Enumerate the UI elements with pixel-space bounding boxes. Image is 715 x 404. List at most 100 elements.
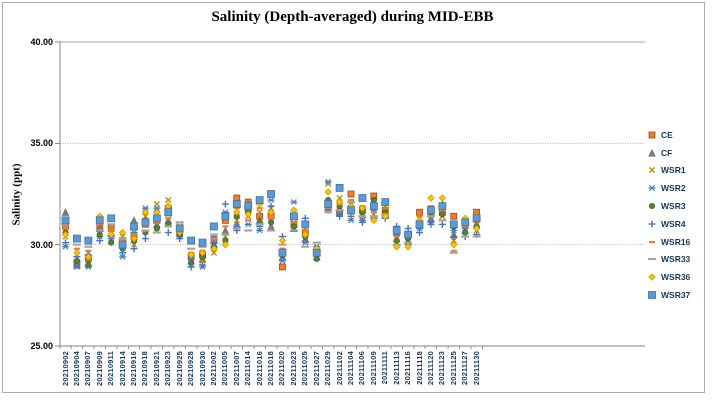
data-marker: [358, 194, 367, 202]
data-marker: [370, 211, 377, 214]
chart-title: Salinity (Depth-averaged) during MID-EBB: [211, 9, 494, 25]
data-marker: [221, 240, 230, 249]
data-marker: [648, 131, 656, 139]
data-marker: [393, 243, 401, 251]
data-marker: [256, 209, 263, 216]
data-marker: [142, 225, 149, 228]
data-marker: [267, 190, 275, 198]
data-marker: [369, 202, 378, 211]
data-marker: [370, 216, 378, 225]
x-tick-label: 20210914: [117, 351, 127, 386]
data-marker: [290, 221, 297, 224]
data-marker: [427, 206, 435, 215]
data-marker: [244, 229, 253, 232]
data-marker: [210, 222, 218, 231]
data-marker: [648, 258, 656, 261]
data-marker: [404, 243, 412, 251]
data-marker: [348, 198, 354, 202]
x-tick-label: 20210907: [83, 351, 93, 386]
legend-item-WSR33: WSR33: [646, 251, 712, 269]
data-marker: [142, 213, 149, 220]
legend-item-WSR36: WSR36: [646, 268, 712, 286]
data-marker: [85, 249, 92, 252]
x-tick-label: 20211027: [311, 351, 321, 386]
data-marker: [439, 209, 446, 212]
data-marker: [164, 208, 173, 217]
data-marker: [648, 291, 656, 299]
data-marker: [198, 249, 207, 257]
data-marker: [210, 249, 218, 256]
data-marker: [393, 237, 400, 244]
x-tick-label: 20211014: [243, 351, 253, 386]
data-marker: [233, 207, 240, 210]
data-marker: [256, 207, 263, 210]
data-marker: [325, 207, 332, 210]
legend: CE CF WSR1 WSR2 WSR3 WSR4 WSR16 WSR33 WSR36 WSR37: [646, 126, 712, 304]
dash-marker-icon: [649, 240, 655, 243]
data-marker: [347, 201, 355, 204]
data-marker: [73, 247, 80, 250]
square-marker-icon: [648, 131, 656, 139]
data-marker: [370, 197, 377, 204]
x-tick-label: 20211007: [231, 351, 241, 386]
data-marker: [164, 225, 173, 228]
x-tick-label: 20210909: [94, 351, 104, 386]
data-marker: [369, 215, 378, 218]
diamond-marker-icon: [648, 273, 656, 281]
data-marker: [416, 215, 423, 218]
data-marker: [302, 229, 309, 232]
data-marker: [324, 211, 333, 214]
data-marker: [301, 220, 310, 229]
legend-label: WSR3: [661, 201, 686, 212]
data-marker: [439, 211, 446, 218]
legend-item-CF: CF: [646, 144, 712, 162]
data-marker: [450, 237, 457, 244]
x-tick-label: 20211123: [437, 351, 447, 386]
data-marker: [95, 229, 104, 232]
data-marker: [233, 208, 241, 216]
data-marker: [438, 219, 447, 222]
data-marker: [198, 245, 207, 248]
data-marker: [118, 228, 127, 237]
data-marker: [84, 236, 93, 245]
legend-item-WSR37: WSR37: [646, 286, 712, 304]
data-marker: [96, 231, 103, 238]
data-marker: [210, 237, 217, 240]
legend-label: WSR36: [661, 272, 691, 283]
data-marker: [301, 230, 309, 239]
figure-border: [2, 2, 705, 393]
data-marker: [279, 263, 286, 271]
x-tick-label: 20211002: [208, 351, 218, 386]
data-marker: [289, 212, 298, 221]
x-tick-label: 20211120: [425, 351, 435, 386]
data-marker: [347, 190, 355, 198]
legend-label: CF: [661, 147, 673, 158]
data-marker: [301, 245, 310, 248]
data-marker: [107, 230, 115, 239]
data-marker: [324, 200, 333, 209]
x-tick-label: 20210923: [163, 351, 173, 386]
data-marker: [381, 212, 389, 220]
data-marker: [175, 224, 184, 233]
data-marker: [255, 196, 264, 204]
data-marker: [152, 231, 161, 234]
x-tick-label: 20211018: [266, 351, 276, 386]
dash-marker-icon: [648, 258, 656, 261]
x-tick-label: 20211127: [460, 351, 470, 386]
data-marker: [187, 251, 195, 259]
x-tick-label: 20211102: [334, 351, 344, 386]
legend-label: CE: [661, 129, 673, 140]
data-marker: [335, 198, 344, 206]
data-marker: [198, 238, 207, 247]
data-marker: [404, 241, 413, 244]
data-marker: [415, 220, 424, 229]
data-marker: [165, 217, 172, 220]
data-marker: [268, 219, 275, 226]
data-marker: [278, 236, 287, 245]
legend-label: WSR16: [661, 236, 691, 247]
x-tick-label: 20211016: [254, 351, 264, 386]
data-marker: [232, 200, 241, 209]
legend-item-WSR16: WSR16: [646, 233, 712, 251]
data-marker: [61, 230, 70, 239]
y-tick-label: 25.00: [30, 341, 53, 351]
